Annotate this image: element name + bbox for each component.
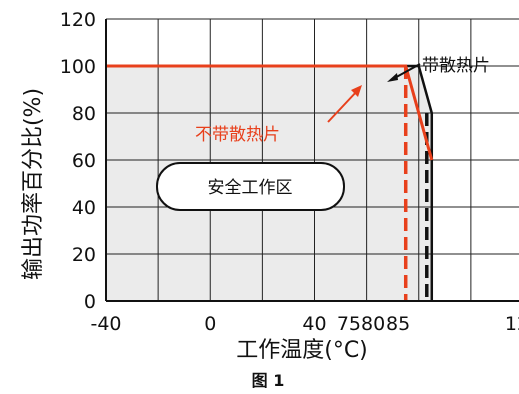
y-tick-label: 60: [72, 150, 96, 172]
x-tick-label-75: 75: [337, 313, 361, 335]
y-tick-label: 0: [84, 291, 96, 313]
x-tick-label-85: 85: [386, 313, 410, 335]
figure-caption: 图 1: [252, 371, 285, 390]
x-tick-label: 0: [204, 313, 216, 335]
x-axis-title: 工作温度(°C): [236, 338, 368, 363]
annotation-with-heatsink: 带散热片: [422, 56, 490, 76]
arrow-with-heatsink-head: [387, 73, 398, 82]
x-tick-label-80: 80: [361, 313, 385, 335]
arrow-without-heatsink-head: [351, 85, 362, 97]
x-tick-label: 120: [505, 313, 519, 335]
y-tick-label: 100: [60, 56, 96, 78]
safe-zone-label-box: [156, 162, 345, 211]
annotation-without-heatsink: 不带散热片: [195, 125, 280, 145]
y-tick-label: 80: [72, 103, 96, 125]
series-without-heatsink-line: [106, 64, 434, 161]
safe-zone-label: 安全工作区: [208, 178, 293, 198]
x-tick-label: -40: [90, 313, 121, 335]
arrow-without-heatsink-line: [327, 89, 359, 123]
x-tick-label: 40: [302, 313, 326, 335]
y-axis-title: 输出功率百分比(%): [21, 88, 46, 280]
y-tick-label: 40: [72, 197, 96, 219]
y-tick-label: 120: [60, 9, 96, 31]
y-tick-label: 20: [72, 244, 96, 266]
